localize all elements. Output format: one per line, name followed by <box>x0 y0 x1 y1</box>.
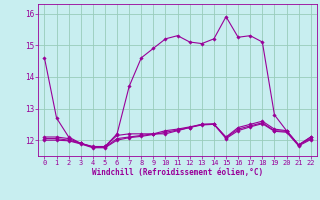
X-axis label: Windchill (Refroidissement éolien,°C): Windchill (Refroidissement éolien,°C) <box>92 168 263 177</box>
